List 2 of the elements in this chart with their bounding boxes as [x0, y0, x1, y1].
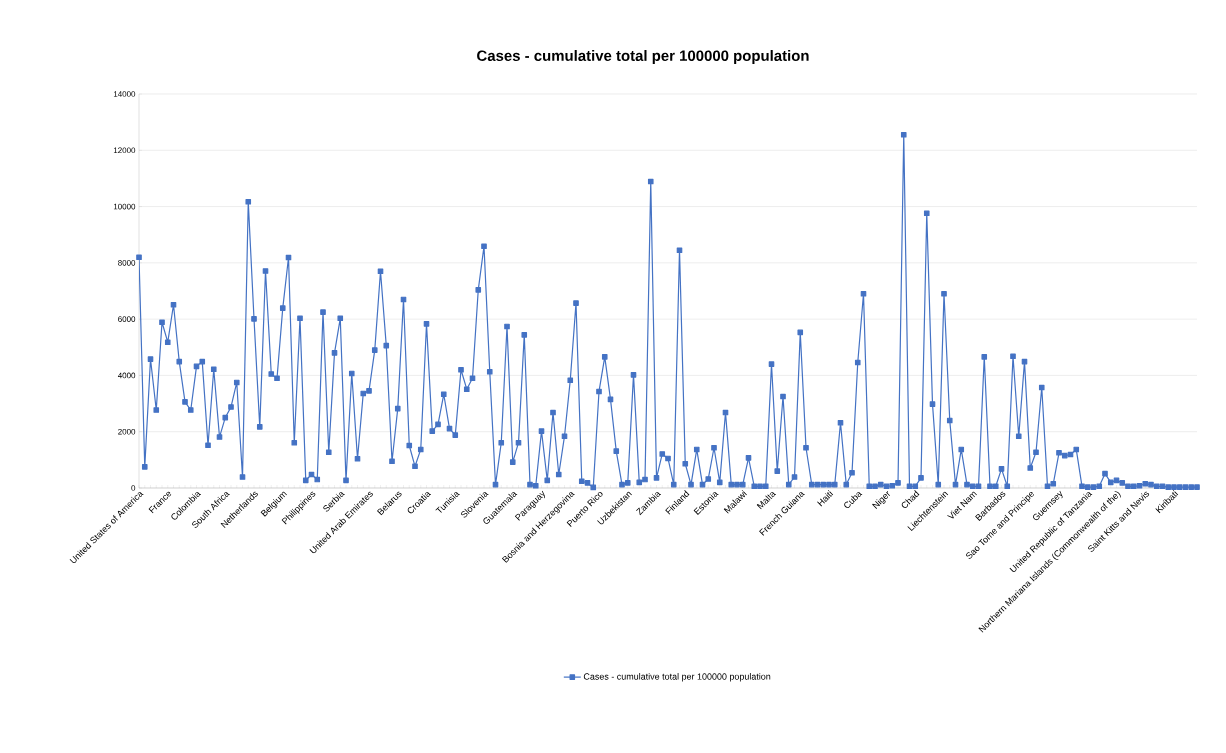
legend-label: Cases - cumulative total per 100000 population — [583, 673, 771, 682]
chart-title: Cases - cumulative total per 100000 population — [477, 50, 809, 64]
